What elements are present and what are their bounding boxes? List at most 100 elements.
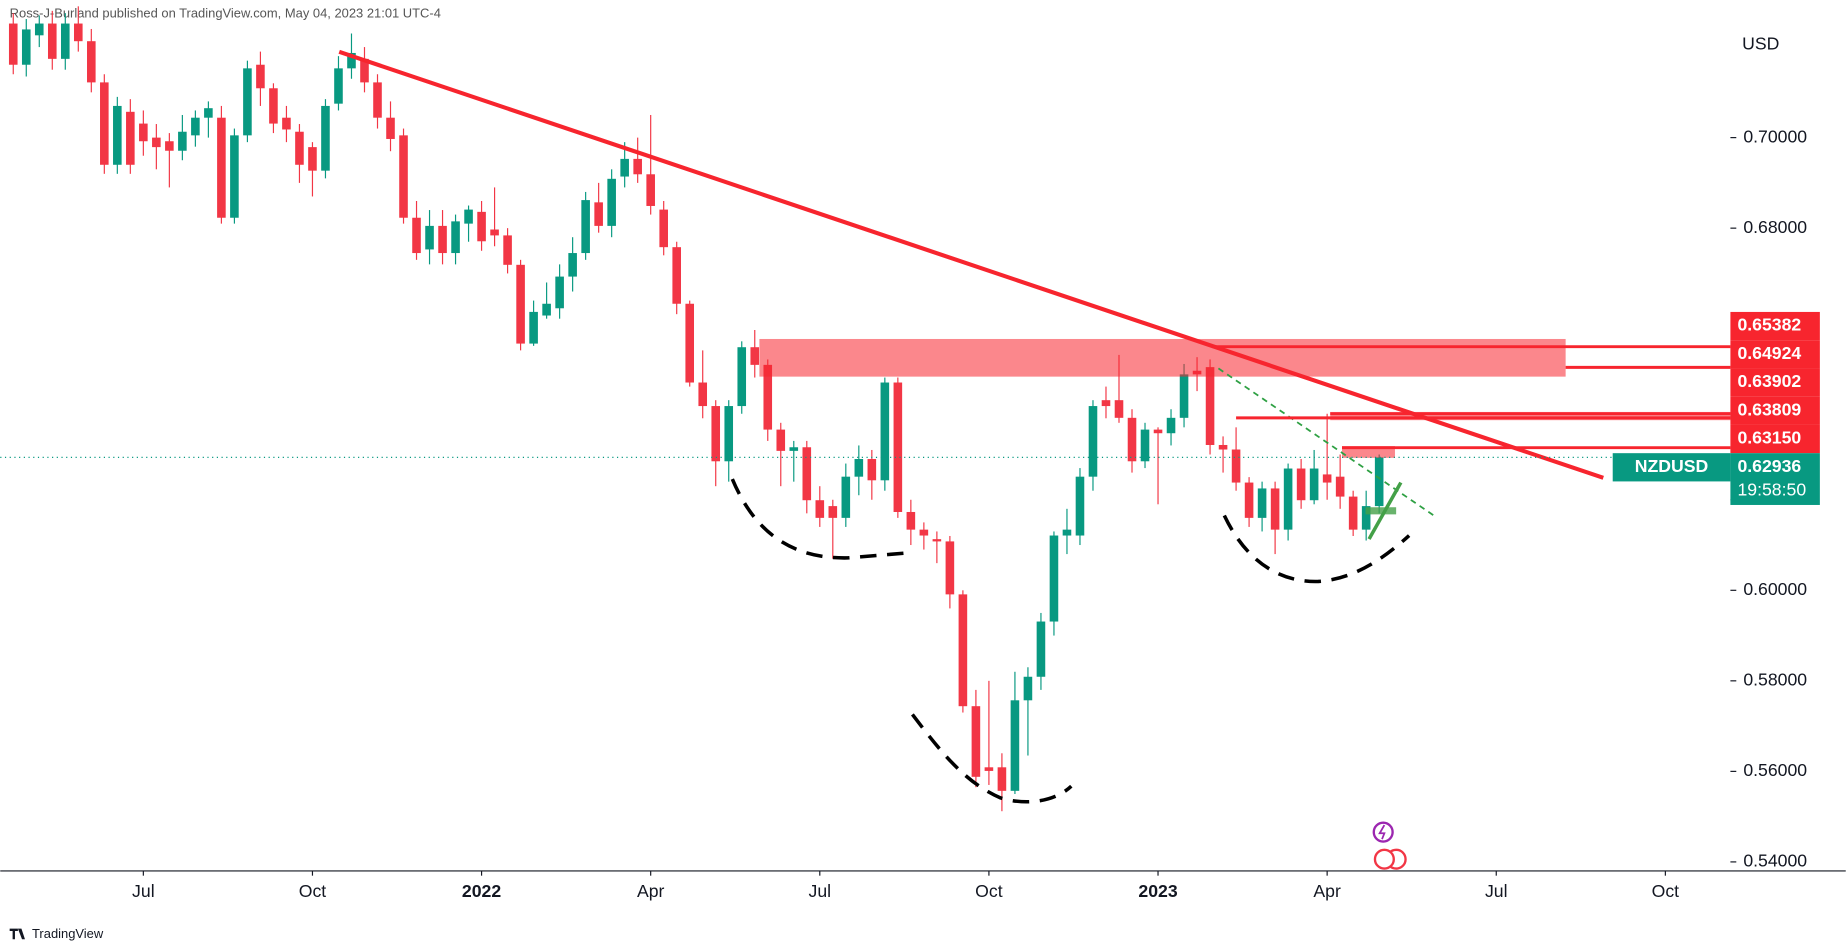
candle-body [1127, 417, 1137, 462]
candle-body [737, 347, 747, 407]
candle-body [1062, 529, 1072, 536]
candle-body [1218, 444, 1228, 450]
candle-body [997, 767, 1007, 791]
candle-body [126, 111, 135, 165]
candle-body [607, 178, 616, 226]
candle-body [1361, 506, 1371, 530]
candle-body [399, 135, 408, 218]
price-label-box [1730, 424, 1820, 454]
candle-body [1309, 468, 1319, 501]
candle-body [360, 58, 369, 83]
candle-body [217, 117, 226, 218]
candles [8, 6, 1384, 812]
candle-body [789, 447, 799, 451]
candle-body [958, 594, 968, 707]
x-tick-label: Jul [1485, 881, 1508, 901]
event-flag[interactable] [1373, 848, 1395, 870]
candle-body [841, 476, 851, 518]
candle-body [321, 105, 330, 171]
candle-body [581, 200, 590, 254]
candle-body [1153, 429, 1163, 434]
candle-body [477, 211, 486, 242]
candle-body [854, 459, 864, 477]
price-label-box [1730, 396, 1820, 425]
candle-body [8, 23, 18, 65]
candle-body [1088, 406, 1098, 477]
candle-body [295, 131, 304, 165]
candle-body [464, 209, 473, 224]
candle-body [34, 23, 44, 36]
candle-body [815, 500, 825, 518]
candle-body [243, 68, 252, 136]
candle-body [1114, 400, 1124, 418]
candle-body [139, 123, 148, 142]
candle-body [880, 382, 890, 481]
candle-body [1348, 496, 1358, 530]
candle-body [698, 382, 708, 407]
candle-body [230, 135, 239, 218]
candle-body [1101, 400, 1111, 407]
candle-body [191, 117, 200, 136]
candle-body [672, 247, 681, 304]
resistance-zone [1330, 411, 1731, 421]
price-label-box [1730, 453, 1820, 505]
candle-body [451, 221, 460, 254]
candle-body [919, 529, 929, 536]
x-tick-label: Apr [1313, 881, 1341, 901]
candle-body [893, 382, 903, 512]
candle-body [1296, 468, 1306, 501]
candle-body [685, 303, 695, 383]
price-label-box [1730, 368, 1820, 397]
event-icon-glyph [1378, 824, 1386, 840]
x-tick-label: Oct [299, 881, 327, 901]
candle-body [1179, 374, 1189, 418]
candle-body [620, 158, 629, 177]
candle-body [425, 225, 434, 250]
x-tick-label: Oct [975, 881, 1003, 901]
candle-body [646, 174, 655, 206]
price-label: 0.63809 [1737, 399, 1801, 419]
candle-body [113, 105, 122, 165]
symbol-label-box [1612, 453, 1731, 482]
candle-body [1023, 676, 1033, 701]
candle-body [1335, 476, 1345, 497]
candle-body [945, 541, 955, 595]
candle-body [1205, 367, 1215, 445]
x-tick-label: Apr [637, 881, 665, 901]
event-icon[interactable] [1372, 821, 1394, 843]
candle-body [763, 364, 773, 430]
y-tick-label: 0.58000 [1743, 669, 1807, 689]
price-levels: 0.65382 0.64924 0.63902 0.63809 0.63150 0.629… [0, 311, 1820, 505]
candle-body [386, 117, 395, 139]
y-tick-label: 0.54000 [1743, 851, 1807, 871]
candle-body [165, 141, 174, 151]
countdown-label: 19:58:50 [1737, 479, 1806, 499]
y-tick-label: 0.68000 [1743, 217, 1807, 237]
trendline [338, 49, 1604, 480]
candle-body [74, 23, 83, 42]
candle-body [503, 235, 512, 265]
price-label-box [1730, 311, 1820, 341]
candle-body [984, 767, 994, 771]
price-label-box [1730, 340, 1820, 369]
candle-body [932, 539, 942, 542]
candle-body [750, 347, 760, 365]
x-tick-label: 2023 [1138, 881, 1177, 901]
footer-brand: TradingView [32, 926, 104, 941]
price-label: 0.63902 [1737, 371, 1801, 391]
candle-body [347, 52, 356, 69]
candle-body [633, 158, 642, 175]
candle-body [438, 225, 447, 254]
candle-body [334, 68, 343, 104]
candle-body [21, 29, 31, 65]
price-label: 0.64924 [1737, 343, 1801, 363]
candle-body [178, 131, 187, 151]
candle-body [776, 429, 786, 451]
price-label: 0.63150 [1737, 428, 1801, 448]
candle-body [269, 88, 278, 124]
footer-logo: TradingView [9, 926, 104, 941]
candle-body [594, 202, 603, 226]
